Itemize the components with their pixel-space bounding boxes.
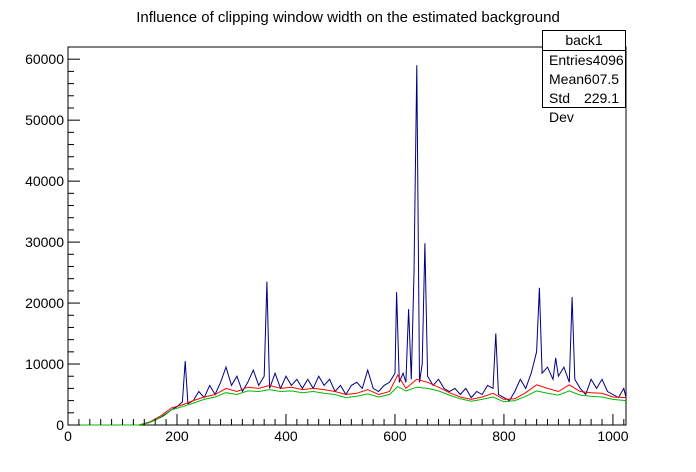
stats-label: Entries <box>549 52 593 68</box>
stats-label: Std Dev <box>549 90 574 125</box>
series-line-1 <box>68 373 627 426</box>
stats-title: back1 <box>543 31 625 51</box>
series-layer <box>68 65 627 426</box>
stats-row-mean: Mean 607.5 <box>543 70 625 89</box>
stats-value: 229.1 <box>583 90 619 106</box>
series-line-2 <box>68 385 627 426</box>
stats-value: 4096 <box>592 52 624 68</box>
x-tick-label: 800 <box>492 428 516 444</box>
series-line-0 <box>68 65 627 426</box>
y-tick-label: 20000 <box>25 295 64 311</box>
y-tick-label: 0 <box>56 417 64 433</box>
x-tick-label: 1000 <box>597 428 628 444</box>
stats-label: Mean <box>549 71 585 87</box>
y-tick-label: 50000 <box>25 112 64 128</box>
x-tick-label: 400 <box>274 428 298 444</box>
stats-row-entries: Entries 4096 <box>543 51 625 70</box>
x-tick-label: 600 <box>383 428 407 444</box>
axis-layer: 0 200 400 600 800 100001000020000300004000050… <box>25 46 629 444</box>
y-tick-label: 30000 <box>25 234 64 250</box>
stats-row-stddev: Std Dev 229.1 <box>543 89 625 125</box>
stats-value: 607.5 <box>584 71 620 87</box>
x-tick-label: 0 <box>64 428 72 444</box>
y-tick-label: 40000 <box>25 173 64 189</box>
x-tick-label: 200 <box>165 428 189 444</box>
plot-frame <box>67 46 627 426</box>
stats-box: back1 Entries 4096 Mean 607.5 Std Dev 22… <box>542 30 626 125</box>
y-tick-label: 60000 <box>25 51 64 67</box>
y-tick-label: 10000 <box>25 356 64 372</box>
chart-title: Influence of clipping window width on th… <box>136 9 560 26</box>
